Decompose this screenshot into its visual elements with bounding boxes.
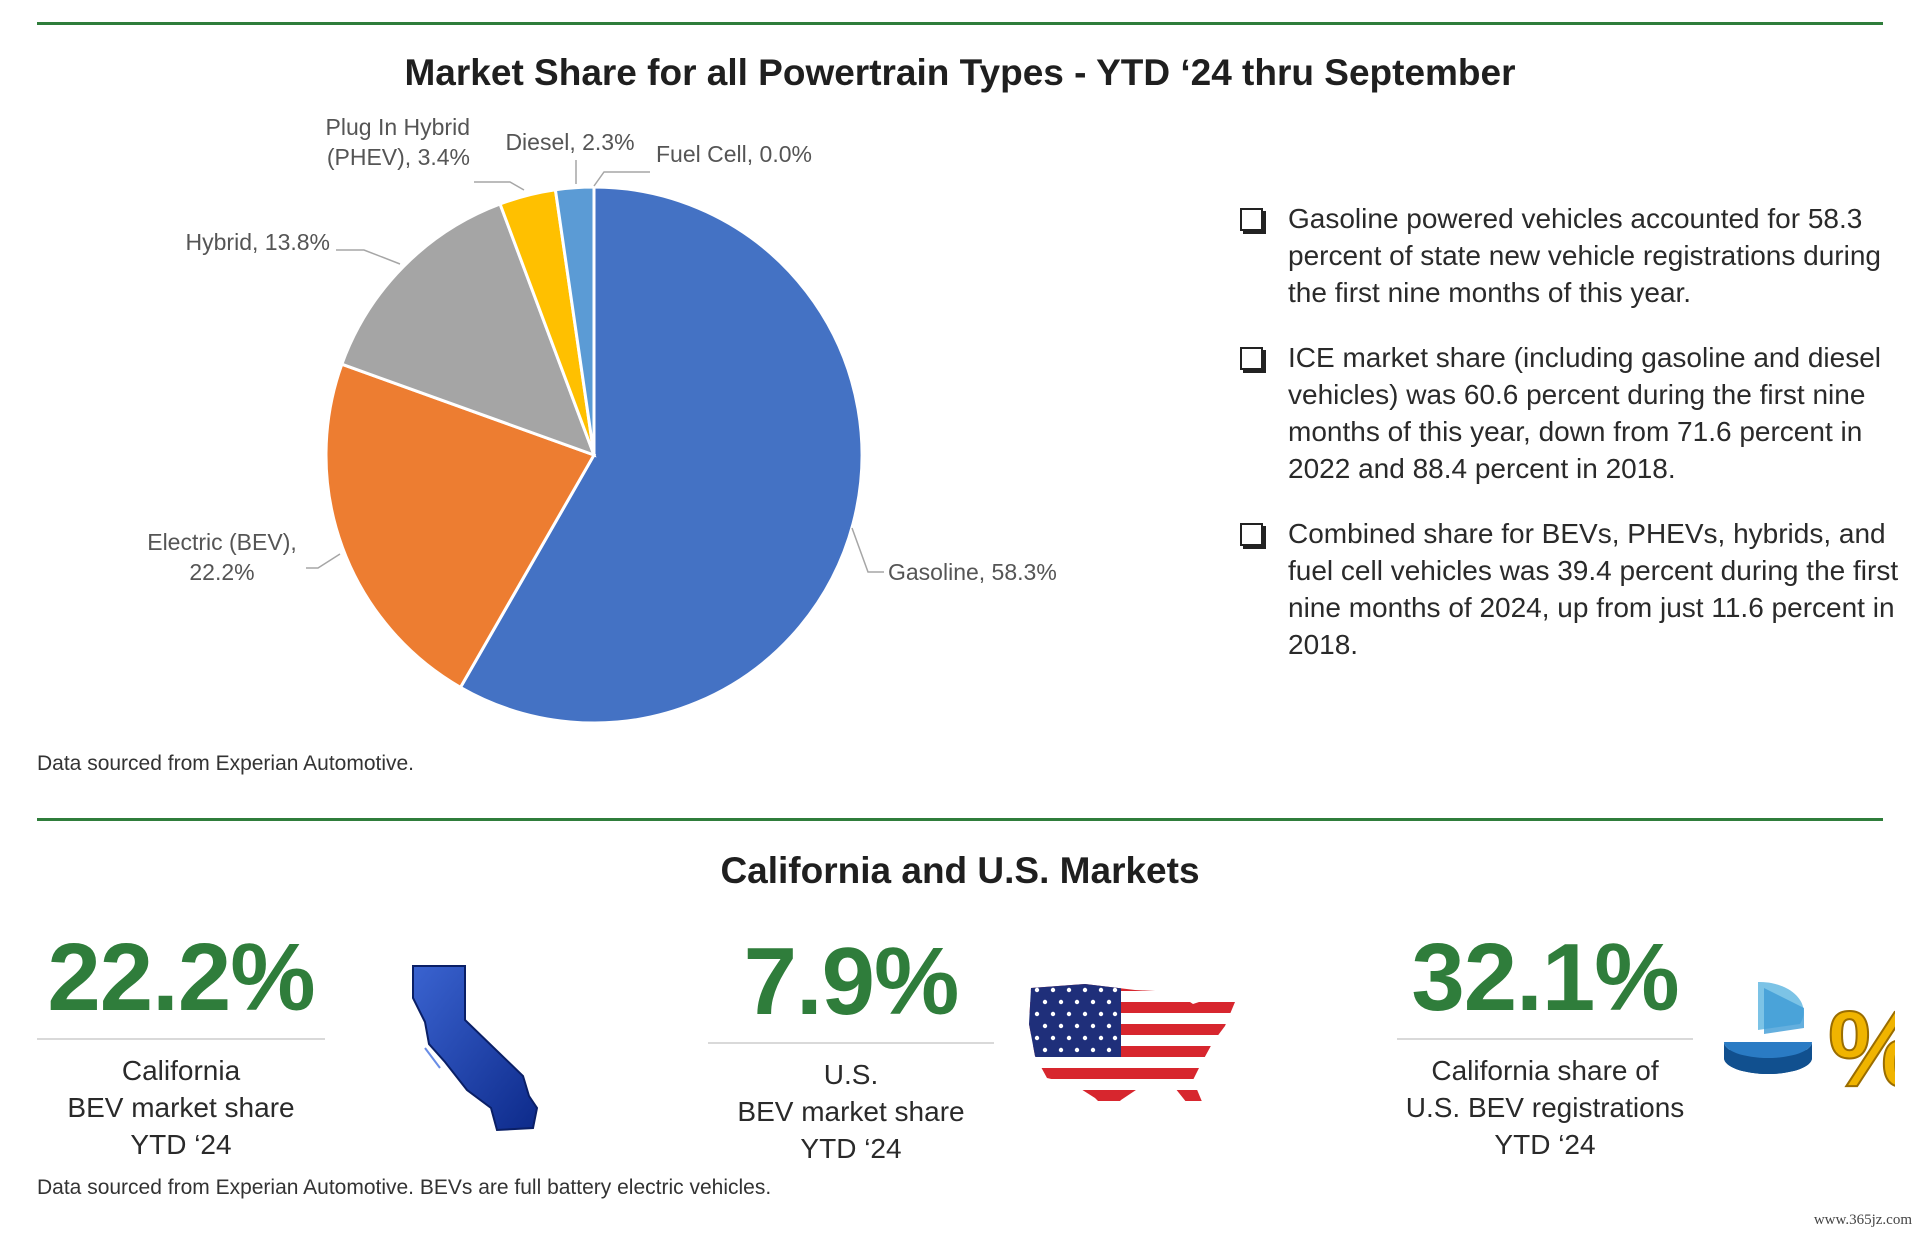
leader-line — [851, 527, 884, 573]
stat-label-line: BEV market share — [67, 1092, 295, 1123]
stat-label-line: YTD ‘24 — [1494, 1129, 1596, 1160]
checkbox-bullet-icon — [1240, 523, 1263, 546]
leader-line — [474, 181, 525, 191]
stat-us-bev-share: 7.9% U.S. BEV market share YTD ‘24 — [708, 932, 994, 1167]
markets-title: California and U.S. Markets — [720, 850, 1200, 891]
pie-chart: Gasoline, 58.3% Electric (BEV), 22.2% Hybri… — [147, 114, 1057, 725]
stat-label-line: U.S. — [823, 1059, 879, 1090]
stat-label-line: California share of — [1431, 1055, 1659, 1086]
checkbox-bullet-icon — [1240, 208, 1263, 231]
leader-line — [336, 249, 401, 265]
checkbox-bullet-icon — [1240, 347, 1263, 370]
pie-slice-gasoline — [458, 185, 864, 725]
pie-slice-hybrid — [339, 202, 597, 458]
stat-label-line: U.S. BEV registrations — [1405, 1092, 1685, 1123]
california-map-icon — [412, 965, 539, 1132]
bullet-text: Combined share for BEVs, PHEVs, hybrids,… — [1288, 518, 1899, 660]
slice-label: Electric (BEV), 22.2% — [147, 529, 297, 585]
leader-line — [306, 553, 341, 569]
bullet-item: ICE market share (including gasoline and… — [1240, 339, 1900, 487]
chart-title: Market Share for all Powertrain Types - … — [404, 52, 1516, 93]
section-divider — [37, 818, 1883, 821]
pie-slice-diesel — [553, 185, 596, 456]
bullet-text: Gasoline powered vehicles accounted for … — [1288, 203, 1881, 308]
stat-divider — [37, 1038, 325, 1040]
stat-label-line: BEV market share — [737, 1096, 965, 1127]
svg-text:%: % — [1828, 988, 1895, 1098]
stat-divider — [708, 1042, 994, 1044]
us-flag-map-icon — [1029, 984, 1235, 1112]
bullet-item: Combined share for BEVs, PHEVs, hybrids,… — [1240, 515, 1900, 663]
stat-label-line: YTD ‘24 — [800, 1133, 902, 1164]
pie-slice-electric-bev — [324, 362, 597, 690]
slice-label: Gasoline, 58.3% — [888, 559, 1057, 585]
bullet-item: Gasoline powered vehicles accounted for … — [1240, 200, 1900, 311]
top-divider — [37, 22, 1883, 25]
stat-california-share-of-us: 32.1% California share of U.S. BEV regis… — [1397, 928, 1693, 1163]
watermark: www.365jz.com — [1813, 1212, 1912, 1228]
slice-label: Hybrid, 13.8% — [186, 229, 330, 255]
bullet-list: Gasoline powered vehicles accounted for … — [1240, 200, 1900, 691]
stat-value: 22.2% — [47, 924, 315, 1031]
stat-divider — [1397, 1038, 1693, 1040]
stat-label-line: California — [121, 1055, 241, 1086]
percent-pie-icon: % — [1724, 981, 1895, 1098]
slice-label: Plug In Hybrid (PHEV), 3.4% — [326, 114, 470, 170]
source-note-bottom: Data sourced from Experian Automotive. B… — [37, 1176, 772, 1199]
stat-label-line: YTD ‘24 — [130, 1129, 232, 1160]
slice-label: Fuel Cell, 0.0% — [656, 141, 812, 167]
bullet-text: ICE market share (including gasoline and… — [1288, 342, 1881, 484]
leader-line — [593, 171, 650, 187]
source-note: Data sourced from Experian Automotive. — [37, 752, 415, 775]
stat-value: 7.9% — [743, 928, 960, 1035]
stat-california-bev-share: 22.2% California BEV market share YTD ‘2… — [37, 928, 325, 1163]
stat-value: 32.1% — [1411, 924, 1679, 1031]
slice-label: Diesel, 2.3% — [505, 129, 634, 155]
